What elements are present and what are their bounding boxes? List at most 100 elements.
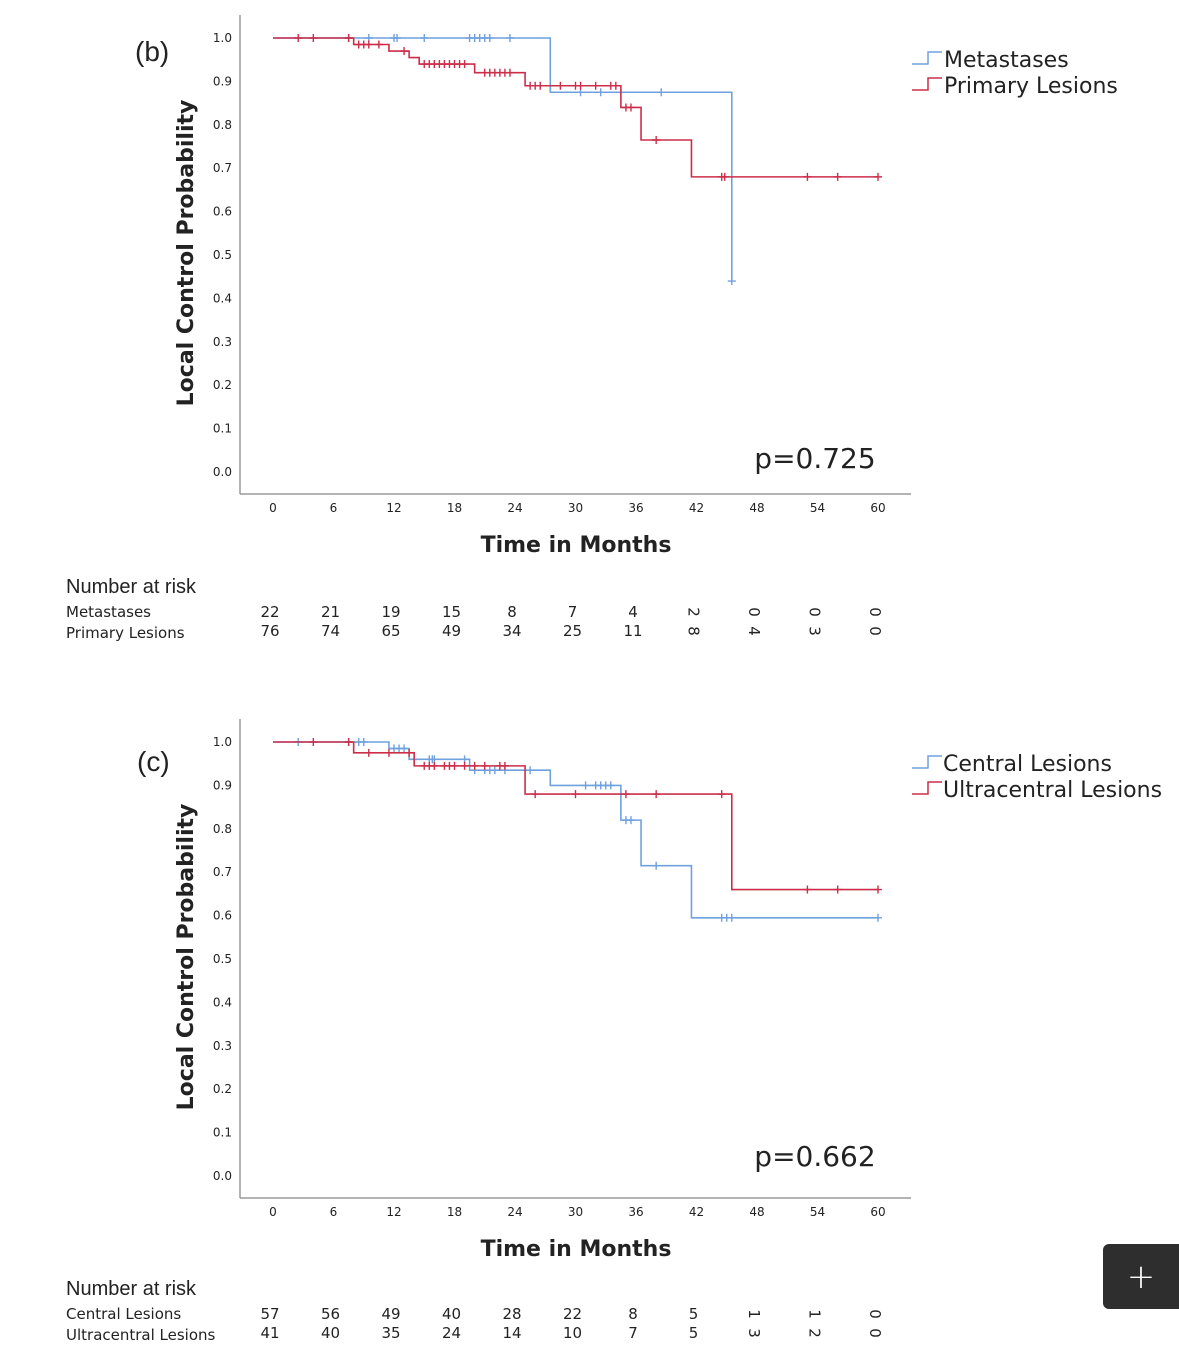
risk-row-label-primary-lesions: Primary Lesions bbox=[66, 624, 185, 642]
risk-count: 34 bbox=[502, 622, 521, 640]
risk-count: 22 bbox=[563, 1305, 582, 1323]
km-panel-b: (b) Local Control Probability 0.00.10.20… bbox=[66, 15, 1118, 642]
y-tick-label: 0.9 bbox=[213, 74, 232, 88]
y-axis-label: Local Control Probability bbox=[174, 100, 199, 407]
y-tick-label: 0.7 bbox=[213, 865, 232, 879]
censor-mark bbox=[621, 790, 630, 799]
risk-count: 4 bbox=[745, 626, 763, 636]
risk-count: 10 bbox=[563, 1324, 582, 1342]
risk-count: 65 bbox=[381, 622, 400, 640]
x-tick-label: 54 bbox=[810, 501, 825, 515]
y-tick-label: 0.7 bbox=[213, 161, 232, 175]
censor-mark bbox=[294, 34, 303, 42]
x-tick-label: 12 bbox=[386, 1205, 401, 1219]
y-tick-label: 1.0 bbox=[213, 735, 232, 749]
risk-count: 11 bbox=[623, 622, 642, 640]
plus-icon: + bbox=[1126, 1256, 1156, 1297]
risk-count: 7 bbox=[568, 603, 578, 621]
risk-count: 2 bbox=[806, 1328, 824, 1338]
risk-count: 0 bbox=[866, 1309, 884, 1319]
x-tick-label: 24 bbox=[507, 501, 522, 515]
x-tick-label: 48 bbox=[749, 501, 764, 515]
risk-count: 49 bbox=[381, 1305, 400, 1323]
legend-swatch-metastases bbox=[912, 51, 942, 65]
risk-count: 24 bbox=[442, 1324, 461, 1342]
risk-count: 0 bbox=[866, 626, 884, 636]
censor-mark bbox=[606, 781, 615, 790]
km-curve-central-lesions bbox=[273, 741, 878, 919]
y-tick-label: 0.4 bbox=[213, 291, 232, 305]
risk-count: 21 bbox=[321, 603, 340, 621]
censor-mark bbox=[400, 47, 409, 56]
risk-count: 8 bbox=[685, 626, 703, 636]
censor-mark bbox=[657, 88, 666, 97]
y-tick-label: 0.0 bbox=[213, 1169, 232, 1183]
censor-mark bbox=[833, 172, 842, 181]
censor-mark bbox=[480, 761, 489, 770]
x-tick-label: 6 bbox=[330, 1205, 338, 1219]
x-tick-labels: 0 6 12 18 24 30 36 42 48 54 60 bbox=[269, 1205, 885, 1219]
x-tick-label: 42 bbox=[689, 1205, 704, 1219]
risk-count: 28 bbox=[502, 1305, 521, 1323]
risk-count: 49 bbox=[442, 622, 461, 640]
legend-label-central-lesions: Central Lesions bbox=[943, 752, 1112, 777]
censor-mark bbox=[576, 81, 585, 90]
risk-count: 25 bbox=[563, 622, 582, 640]
km-curve-primary-lesions bbox=[273, 37, 878, 178]
x-tick-label: 36 bbox=[628, 1205, 643, 1219]
censor-mark bbox=[400, 744, 409, 753]
p-value: p=0.725 bbox=[754, 442, 875, 475]
x-tick-label: 54 bbox=[810, 1205, 825, 1219]
censor-mark bbox=[874, 172, 882, 181]
risk-table-values: 57 56 49 40 28 22 8 5 1 1 041 40 35 24 14 10 7 5 3 2 0 bbox=[260, 1305, 884, 1342]
y-tick-label: 0.1 bbox=[213, 422, 232, 436]
legend-label-ultracentral-lesions: Ultracentral Lesions bbox=[943, 778, 1162, 803]
censor-mark bbox=[470, 761, 479, 770]
censor-mark bbox=[364, 40, 373, 49]
y-tick-label: 0.6 bbox=[213, 205, 232, 219]
add-button[interactable]: + bbox=[1103, 1244, 1179, 1309]
censor-mark bbox=[874, 885, 882, 894]
risk-count: 0 bbox=[806, 607, 824, 617]
censor-mark bbox=[626, 103, 635, 112]
risk-table-title: Number at risk bbox=[66, 576, 197, 598]
censor-mark bbox=[526, 766, 535, 775]
censor-mark bbox=[717, 790, 726, 799]
x-tick-label: 12 bbox=[386, 501, 401, 515]
x-tick-label: 24 bbox=[507, 1205, 522, 1219]
survival-curves bbox=[273, 34, 882, 286]
legend-swatch-primary-lesions bbox=[912, 77, 942, 91]
x-tick-label: 30 bbox=[568, 1205, 583, 1219]
x-tick-label: 0 bbox=[269, 501, 277, 515]
censor-mark bbox=[536, 81, 545, 90]
censor-mark bbox=[490, 766, 499, 775]
censor-mark bbox=[720, 172, 729, 181]
y-tick-labels: 0.0 0.1 0.2 0.3 0.4 0.5 0.6 0.7 0.8 0.9 1.0 bbox=[213, 31, 232, 479]
censor-mark bbox=[727, 913, 736, 922]
km-panel-c: (c) Local Control Probability 0.00.10.20… bbox=[66, 719, 1162, 1344]
y-tick-label: 1.0 bbox=[213, 31, 232, 45]
censor-mark bbox=[652, 790, 661, 799]
risk-row-label-metastases: Metastases bbox=[66, 603, 151, 621]
risk-count: 76 bbox=[260, 622, 279, 640]
km-curve-metastases bbox=[273, 37, 733, 282]
risk-count: 1 bbox=[806, 1309, 824, 1319]
x-tick-label: 48 bbox=[749, 1205, 764, 1219]
censor-mark bbox=[393, 34, 402, 42]
censor-mark bbox=[591, 81, 600, 90]
censor-mark bbox=[652, 861, 661, 870]
risk-table-title: Number at risk bbox=[66, 1278, 197, 1300]
risk-row-label-central-lesions: Central Lesions bbox=[66, 1305, 181, 1323]
y-tick-label: 0.3 bbox=[213, 1039, 232, 1053]
y-tick-label: 0.9 bbox=[213, 778, 232, 792]
censor-mark bbox=[505, 34, 514, 42]
censor-mark bbox=[460, 60, 469, 69]
risk-count: 8 bbox=[628, 1305, 638, 1323]
risk-count: 15 bbox=[442, 603, 461, 621]
censor-mark bbox=[803, 885, 812, 894]
censor-mark bbox=[420, 34, 429, 42]
risk-count: 40 bbox=[321, 1324, 340, 1342]
x-tick-label: 0 bbox=[269, 1205, 277, 1219]
censor-mark bbox=[309, 34, 318, 42]
